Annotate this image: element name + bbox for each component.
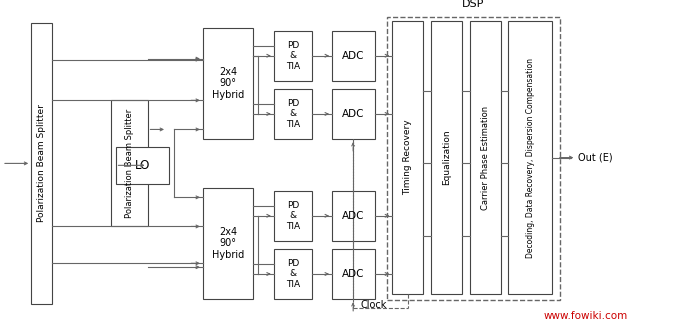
Bar xyxy=(203,27,253,139)
Bar xyxy=(274,191,313,241)
Text: LO: LO xyxy=(135,159,150,172)
Bar xyxy=(392,21,423,294)
Text: Polarization Beam Splitter: Polarization Beam Splitter xyxy=(124,109,133,218)
Text: www.fowiki.com: www.fowiki.com xyxy=(544,311,628,321)
Bar xyxy=(31,23,53,304)
Text: PD
&
TIA: PD & TIA xyxy=(286,99,300,129)
Text: DSP: DSP xyxy=(462,0,485,9)
Bar xyxy=(431,21,462,294)
Text: 2x4
90°
Hybrid: 2x4 90° Hybrid xyxy=(212,227,244,260)
Bar xyxy=(116,147,169,184)
Text: Decoding, Data Recovery, Dispersion Compensation: Decoding, Data Recovery, Dispersion Comp… xyxy=(526,58,535,258)
Text: Equalization: Equalization xyxy=(442,130,451,185)
Bar xyxy=(332,89,376,139)
Text: ADC: ADC xyxy=(343,51,365,61)
Bar xyxy=(332,191,376,241)
Bar xyxy=(203,188,253,299)
Text: Out (E): Out (E) xyxy=(578,152,613,162)
Text: ADC: ADC xyxy=(343,109,365,119)
Text: ADC: ADC xyxy=(343,269,365,279)
Bar xyxy=(387,17,560,300)
Text: Carrier Phase Estimation: Carrier Phase Estimation xyxy=(481,106,490,210)
Text: PD
&
TIA: PD & TIA xyxy=(286,41,300,71)
Text: Clock: Clock xyxy=(361,300,387,310)
Bar xyxy=(274,89,313,139)
Bar xyxy=(332,30,376,81)
Bar xyxy=(508,21,552,294)
Text: Polarization Beam Splitter: Polarization Beam Splitter xyxy=(38,105,47,222)
Bar xyxy=(274,30,313,81)
Text: 2x4
90°
Hybrid: 2x4 90° Hybrid xyxy=(212,67,244,100)
Text: PD
&
TIA: PD & TIA xyxy=(286,201,300,231)
Bar xyxy=(470,21,501,294)
Bar xyxy=(274,249,313,299)
Text: ADC: ADC xyxy=(343,211,365,221)
Text: Timing Recovery: Timing Recovery xyxy=(403,120,412,195)
Bar xyxy=(332,249,376,299)
Bar xyxy=(111,100,148,226)
Text: PD
&
TIA: PD & TIA xyxy=(286,259,300,289)
